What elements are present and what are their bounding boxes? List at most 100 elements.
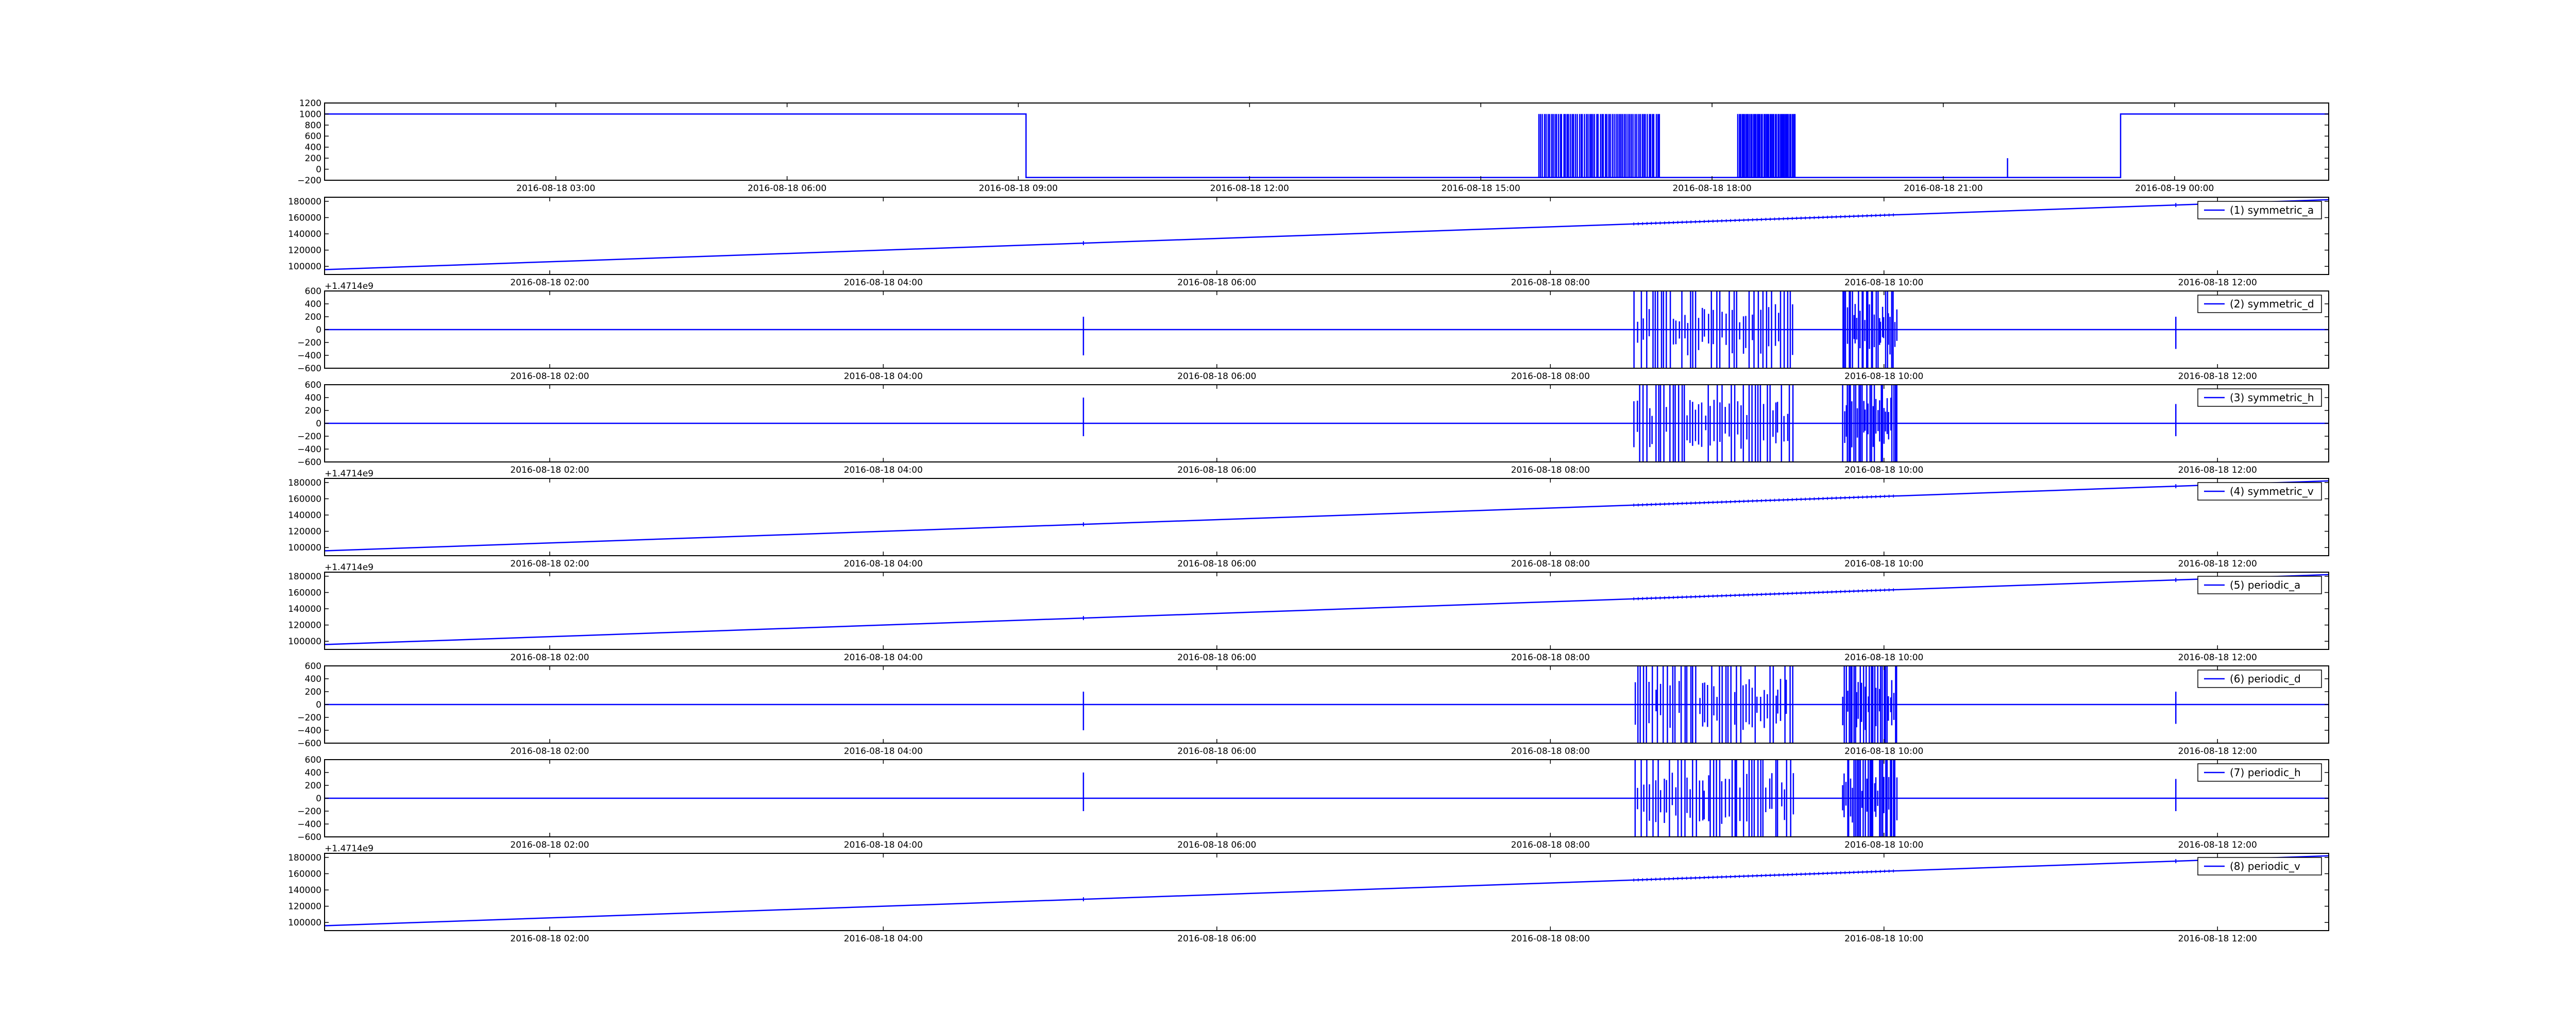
y-tick-label: −200 [297,432,321,442]
x-tick-label: 2016-08-18 06:00 [1177,559,1256,569]
x-tick-label: 2016-08-18 08:00 [1511,465,1590,475]
y-tick-label: 100000 [288,637,321,647]
y-tick-label: 600 [305,286,321,297]
x-tick-label: 2016-08-18 06:00 [1177,934,1256,944]
x-tick-label: 2016-08-18 18:00 [1672,183,1751,194]
legend-label: (5) periodic_a [2230,579,2300,591]
y-tick-label: 100000 [288,918,321,928]
y-tick-label: 140000 [288,885,321,896]
x-tick-label: 2016-08-18 08:00 [1511,653,1590,663]
x-tick-label: 2016-08-18 06:00 [1177,840,1256,850]
legend: (8) periodic_v [2197,857,2322,876]
x-tick-label: 2016-08-18 04:00 [844,278,923,288]
series-line [325,113,2329,178]
series-burst [1842,666,1897,743]
x-tick-label: 2016-08-18 08:00 [1511,559,1590,569]
y-tick-label: 600 [305,755,321,765]
x-tick-label: 2016-08-18 06:00 [1177,371,1256,382]
axes-frame [324,197,2329,275]
series-burst [1737,114,1796,178]
legend-label: (1) symmetric_a [2230,204,2314,216]
subplot: 100000 120000 140000 160000 180000 2016-08-18… [288,478,2329,573]
y-tick-label: 160000 [288,213,321,223]
x-tick-label: 2016-08-18 08:00 [1511,371,1590,382]
y-tick-label: 140000 [288,510,321,521]
y-tick-label: −600 [297,739,321,749]
x-tick-label: 2016-08-18 10:00 [1844,746,1923,757]
series-noise [1633,869,1894,882]
y-tick-label: 600 [305,380,321,390]
x-tick-label: 2016-08-18 10:00 [1844,934,1923,944]
legend-label: (3) symmetric_h [2230,391,2314,404]
legend: (2) symmetric_d [2197,295,2322,313]
series-line [325,574,2329,645]
x-tick-label: 2016-08-18 08:00 [1511,840,1590,850]
legend: (5) periodic_a [2197,576,2322,594]
x-offset-label: +1.4714e9 [325,281,374,291]
series-burst [1842,760,1898,837]
y-tick-label: 100000 [288,262,321,272]
x-tick-label: 2016-08-18 12:00 [2178,934,2257,944]
x-tick-label: 2016-08-18 04:00 [844,559,923,569]
x-tick-label: 2016-08-18 04:00 [844,371,923,382]
y-tick-label: 400 [305,768,321,778]
legend: (7) periodic_h [2197,763,2322,782]
x-tick-label: 2016-08-18 12:00 [2178,559,2257,569]
series-burst [1633,291,1793,368]
y-tick-label: 200 [305,312,321,322]
x-offset-label: +1.4714e9 [325,469,374,479]
x-tick-label: 2016-08-18 04:00 [844,746,923,757]
x-tick-label: 2016-08-18 10:00 [1844,559,1923,569]
legend: (1) symmetric_a [2197,201,2322,219]
x-tick-label: 2016-08-18 10:00 [1844,278,1923,288]
y-tick-label: 0 [316,419,321,429]
series-group [325,760,2329,837]
y-tick-label: 180000 [288,478,321,488]
y-tick-label: 400 [305,674,321,684]
axes-frame [324,572,2329,650]
y-tick-label: 100000 [288,543,321,553]
legend-label: (2) symmetric_d [2230,298,2314,310]
series-group [325,855,2329,926]
series-burst [1842,385,1897,462]
y-tick-label: 200 [305,406,321,416]
x-tick-label: 2016-08-18 04:00 [844,465,923,475]
y-tick-label: 400 [305,299,321,310]
x-tick-label: 2016-08-18 06:00 [1177,653,1256,663]
series-burst [1634,760,1794,837]
y-tick-label: −600 [297,457,321,468]
legend-label: (6) periodic_d [2230,673,2301,685]
series-group [325,385,2329,462]
y-tick-label: 160000 [288,588,321,598]
x-tick-label: 2016-08-18 12:00 [1210,183,1289,194]
subplot: −600 −400 −200 0 200 400 600 2016-08-18 02:00 20… [297,380,2329,479]
y-tick-label: 200 [305,153,321,164]
axes-frame [324,853,2329,931]
x-tick-label: 2016-08-18 02:00 [510,371,589,382]
x-tick-label: 2016-08-18 04:00 [844,934,923,944]
y-tick-label: 180000 [288,853,321,863]
subplot: 100000 120000 140000 160000 180000 2016-08-18… [288,197,2329,291]
y-tick-label: 120000 [288,902,321,912]
x-tick-label: 2016-08-18 06:00 [1177,278,1256,288]
y-tick-label: 200 [305,781,321,791]
x-tick-label: 2016-08-18 12:00 [2178,746,2257,757]
legend: (4) symmetric_v [2197,482,2322,501]
legend-box [2197,482,2322,501]
x-tick-label: 2016-08-18 02:00 [510,278,589,288]
subplot: −600 −400 −200 0 200 400 600 2016-08-18 02:00 20… [297,661,2329,757]
y-tick-label: 0 [316,700,321,710]
x-tick-label: 2016-08-18 09:00 [979,183,1058,194]
x-tick-label: 2016-08-18 12:00 [2178,840,2257,850]
y-tick-label: 0 [316,165,321,175]
series-noise [1633,494,1894,507]
y-tick-label: 120000 [288,246,321,256]
y-tick-label: −200 [297,713,321,723]
series-noise [1633,213,1894,226]
series-group [325,199,2329,270]
series-burst [1634,666,1793,743]
y-tick-label: −400 [297,726,321,736]
y-tick-label: 600 [305,131,321,142]
x-tick-label: 2016-08-18 10:00 [1844,840,1923,850]
